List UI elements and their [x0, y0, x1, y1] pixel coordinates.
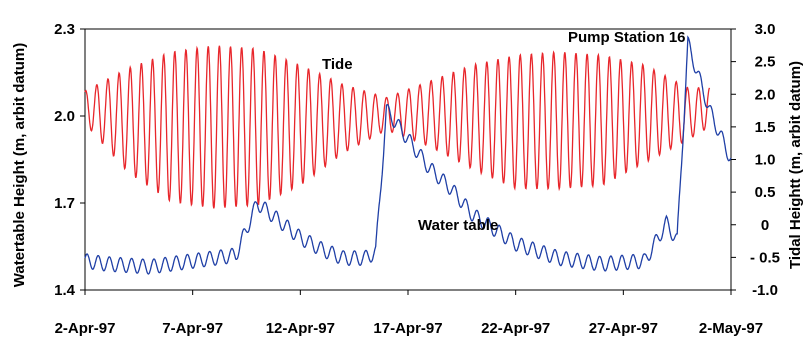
y-right-tick-label: 2.0	[755, 86, 776, 103]
x-tick-label: 12-Apr-97	[266, 320, 335, 337]
y-right-tick-label: -1.0	[752, 282, 778, 299]
y-right-tick-label: 0	[761, 217, 769, 234]
y-right-tick-label: 0.5	[755, 184, 776, 201]
y-left-tick-label: 2.0	[54, 108, 75, 125]
x-tick-label: 22-Apr-97	[481, 320, 550, 337]
y-right-tick-label: 1.0	[755, 152, 776, 169]
x-tick-label: 2-Apr-97	[55, 320, 116, 337]
y-left-tick-label: 2.3	[54, 21, 75, 38]
x-tick-label: 7-Apr-97	[162, 320, 223, 337]
annotation-tide: Tide	[322, 56, 353, 73]
annotation-pump-station: Pump Station 16	[568, 29, 686, 46]
tide-series	[84, 45, 711, 209]
left-axis-title: Watertable Height (m, arbit datum)	[11, 43, 28, 287]
tick-labels: 2-Apr-97 7-Apr-97 12-Apr-97 17-Apr-97 22-Apr…	[54, 21, 780, 337]
y-right-tick-label: 2.5	[755, 54, 776, 71]
right-axis-title: Tidal Heightt (m, arbit datum)	[787, 61, 804, 269]
annotation-water-table: Water table	[418, 217, 498, 234]
water-table-series	[84, 35, 732, 275]
axis-ticks	[80, 28, 736, 295]
y-left-tick-label: 1.7	[54, 195, 75, 212]
x-tick-label: 17-Apr-97	[373, 320, 442, 337]
x-tick-label: 27-Apr-97	[589, 320, 658, 337]
x-tick-label: 2-May-97	[699, 320, 763, 337]
y-right-tick-label: - 0.5	[750, 249, 780, 266]
water-table-line	[84, 35, 732, 275]
y-right-tick-label: 3.0	[755, 21, 776, 38]
y-right-tick-label: 1.5	[755, 119, 776, 136]
tide-line	[84, 45, 711, 209]
y-left-tick-label: 1.4	[54, 282, 76, 299]
